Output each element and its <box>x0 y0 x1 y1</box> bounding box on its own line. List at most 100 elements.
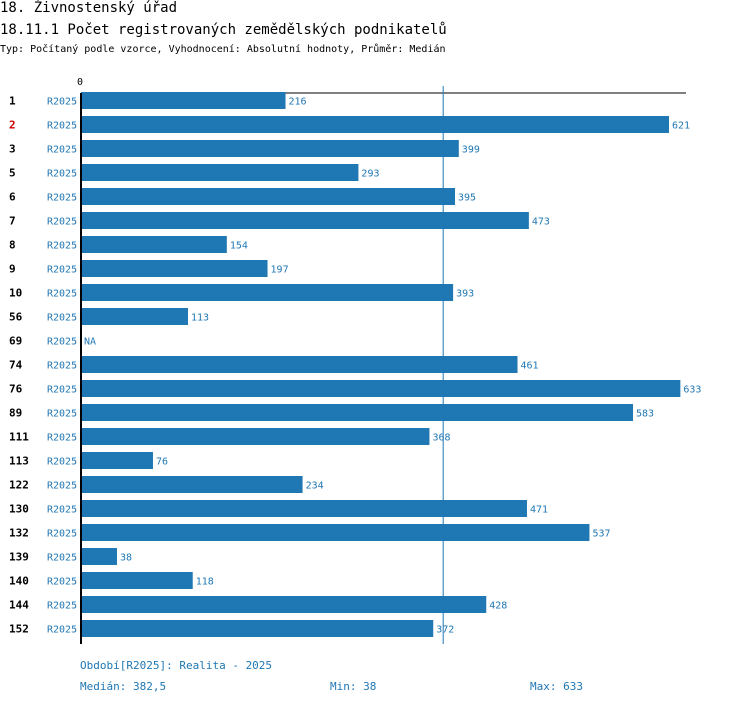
chart-title: 18.11.1 Počet registrovaných zemědělskýc… <box>0 22 447 38</box>
series-label: R2025 <box>47 289 77 300</box>
series-label: R2025 <box>47 145 77 156</box>
series-label: R2025 <box>47 361 77 372</box>
bar-chart: 0 1 R2025 216 2 R2025 621 3 R2025 399 5 R2025 293 6 R2… <box>9 77 701 644</box>
category-label: 74 <box>9 359 23 372</box>
bar <box>81 428 430 445</box>
category-label: 139 <box>9 551 29 564</box>
bar <box>81 284 454 301</box>
category-label: 111 <box>9 431 29 444</box>
category-label: 9 <box>9 263 16 276</box>
bar-value-label: NA <box>84 337 96 348</box>
bar <box>81 356 518 373</box>
series-label: R2025 <box>47 121 77 132</box>
category-label: 10 <box>9 287 22 300</box>
min-summary: Min: 38 <box>330 680 377 693</box>
bar <box>81 476 303 493</box>
bar <box>81 188 456 205</box>
period-legend: Období[R2025]: Realita - 2025 <box>80 659 273 672</box>
category-label: 56 <box>9 311 23 324</box>
bar-value-label: 428 <box>489 601 507 612</box>
series-label: R2025 <box>47 385 77 396</box>
series-label: R2025 <box>47 577 77 588</box>
category-label: 69 <box>9 335 22 348</box>
series-label: R2025 <box>47 97 77 108</box>
series-label: R2025 <box>47 313 77 324</box>
series-label: R2025 <box>47 433 77 444</box>
bar <box>81 572 193 589</box>
category-label: 5 <box>9 167 16 180</box>
series-label: R2025 <box>47 169 77 180</box>
category-label: 144 <box>9 599 29 612</box>
x-axis-zero-label: 0 <box>77 77 83 88</box>
bar <box>81 260 268 277</box>
bar-value-label: 216 <box>289 97 307 108</box>
bar-value-label: 471 <box>530 505 548 516</box>
series-label: R2025 <box>47 505 77 516</box>
category-label: 113 <box>9 455 29 468</box>
series-label: R2025 <box>47 409 77 420</box>
bar <box>81 236 227 253</box>
series-label: R2025 <box>47 529 77 540</box>
bar <box>81 620 434 637</box>
bar <box>81 92 286 109</box>
bar <box>81 164 359 181</box>
series-label: R2025 <box>47 217 77 228</box>
chart-type-line: Typ: Počítaný podle vzorce, Vyhodnocení:… <box>0 44 446 55</box>
bar-value-label: 293 <box>361 169 379 180</box>
series-label: R2025 <box>47 601 77 612</box>
category-label: 8 <box>9 239 16 252</box>
bar-value-label: 393 <box>456 289 474 300</box>
category-label: 122 <box>9 479 29 492</box>
page-title: 18. Živnostenský úřad <box>0 0 178 16</box>
bar <box>81 140 459 157</box>
bar-value-label: 197 <box>271 265 289 276</box>
bar-value-label: 583 <box>636 409 654 420</box>
category-label: 140 <box>9 575 29 588</box>
series-label: R2025 <box>47 337 77 348</box>
series-label: R2025 <box>47 553 77 564</box>
bar-value-label: 621 <box>672 121 690 132</box>
category-label: 76 <box>9 383 23 396</box>
bar <box>81 116 669 133</box>
series-label: R2025 <box>47 625 77 636</box>
bar <box>81 596 487 613</box>
bar <box>81 524 590 541</box>
bar-value-label: 399 <box>462 145 480 156</box>
category-label: 152 <box>9 623 29 636</box>
bar <box>81 452 153 469</box>
bar-value-label: 633 <box>683 385 701 396</box>
bar <box>81 548 117 565</box>
bar-value-label: 154 <box>230 241 248 252</box>
category-label: 130 <box>9 503 29 516</box>
category-label: 132 <box>9 527 29 540</box>
category-label: 7 <box>9 215 16 228</box>
bar-value-label: 461 <box>521 361 539 372</box>
category-label: 6 <box>9 191 16 204</box>
bar-value-label: 473 <box>532 217 550 228</box>
bar <box>81 308 188 325</box>
series-label: R2025 <box>47 193 77 204</box>
bar-value-label: 372 <box>436 625 454 636</box>
max-summary: Max: 633 <box>530 680 583 693</box>
bar-value-label: 118 <box>196 577 214 588</box>
category-label: 89 <box>9 407 22 420</box>
category-label: 3 <box>9 143 16 156</box>
bar-value-label: 395 <box>458 193 476 204</box>
category-label: 2 <box>9 119 16 132</box>
bar <box>81 380 681 397</box>
series-label: R2025 <box>47 241 77 252</box>
bar <box>81 212 529 229</box>
bar-value-label: 113 <box>191 313 209 324</box>
series-label: R2025 <box>47 481 77 492</box>
bar <box>81 404 634 421</box>
category-label: 1 <box>9 95 16 108</box>
median-summary: Medián: 382,5 <box>80 680 167 693</box>
bar-value-label: 368 <box>432 433 450 444</box>
series-label: R2025 <box>47 265 77 276</box>
series-label: R2025 <box>47 457 77 468</box>
bar <box>81 500 527 517</box>
bar-value-label: 234 <box>306 481 324 492</box>
bar-value-label: 38 <box>120 553 132 564</box>
bar-value-label: 537 <box>592 529 610 540</box>
bar-value-label: 76 <box>156 457 168 468</box>
